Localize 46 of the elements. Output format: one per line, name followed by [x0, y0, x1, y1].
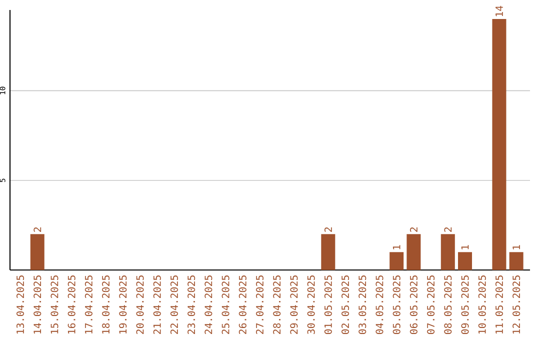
bar — [406, 234, 421, 270]
x-tick-label: 15.04.2025 — [50, 275, 58, 334]
x-tick-label: 26.04.2025 — [238, 275, 246, 334]
x-tick-label: 05.05.2025 — [392, 275, 400, 334]
x-tick-label: 04.05.2025 — [376, 275, 384, 334]
x-tick-label: 24.04.2025 — [204, 275, 212, 334]
x-tick-label: 25.04.2025 — [222, 275, 230, 334]
x-tick-label: 30.04.2025 — [307, 275, 315, 334]
x-tick-label: 12.05.2025 — [512, 275, 520, 334]
x-tick-label: 23.04.2025 — [188, 275, 196, 334]
x-tick-label: 06.05.2025 — [410, 275, 418, 334]
x-tick-label: 28.04.2025 — [273, 275, 281, 334]
x-tick-label: 09.05.2025 — [461, 275, 469, 334]
data-label: 2 — [410, 227, 418, 232]
x-tick-label: 11.05.2025 — [495, 275, 503, 334]
x-tick-label: 01.05.2025 — [324, 275, 332, 334]
bar — [390, 252, 404, 270]
x-tick-label: 03.05.2025 — [358, 275, 366, 334]
bar — [440, 234, 455, 270]
data-label: 2 — [324, 227, 332, 232]
data-label: 1 — [461, 245, 469, 250]
x-tick-label: 08.05.2025 — [444, 275, 452, 334]
data-label: 2 — [444, 227, 452, 232]
bar — [509, 252, 524, 270]
x-tick-label: 10.05.2025 — [478, 275, 486, 334]
x-tick-label: 29.04.2025 — [290, 275, 298, 334]
x-tick-label: 20.04.2025 — [136, 275, 144, 334]
x-tick-label: 22.04.2025 — [170, 275, 178, 334]
data-label: 1 — [392, 245, 400, 250]
x-tick-label: 17.04.2025 — [84, 275, 92, 334]
data-label: 2 — [34, 227, 42, 232]
x-tick-label: 13.04.2025 — [16, 275, 24, 334]
bar — [30, 234, 44, 270]
bar — [492, 18, 506, 270]
x-tick-label: 14.04.2025 — [34, 275, 42, 334]
bar — [458, 252, 472, 270]
x-tick-label: 16.04.2025 — [68, 275, 76, 334]
x-tick-label: 02.05.2025 — [342, 275, 350, 334]
data-label: 14 — [496, 6, 503, 16]
x-tick-label: 18.04.2025 — [102, 275, 110, 334]
bar — [321, 234, 336, 270]
x-tick-label: 21.04.2025 — [153, 275, 161, 334]
data-label: 1 — [512, 245, 520, 250]
x-tick-label: 27.04.2025 — [256, 275, 264, 334]
x-tick-label: 07.05.2025 — [427, 275, 435, 334]
x-tick-label: 19.04.2025 — [119, 275, 127, 334]
